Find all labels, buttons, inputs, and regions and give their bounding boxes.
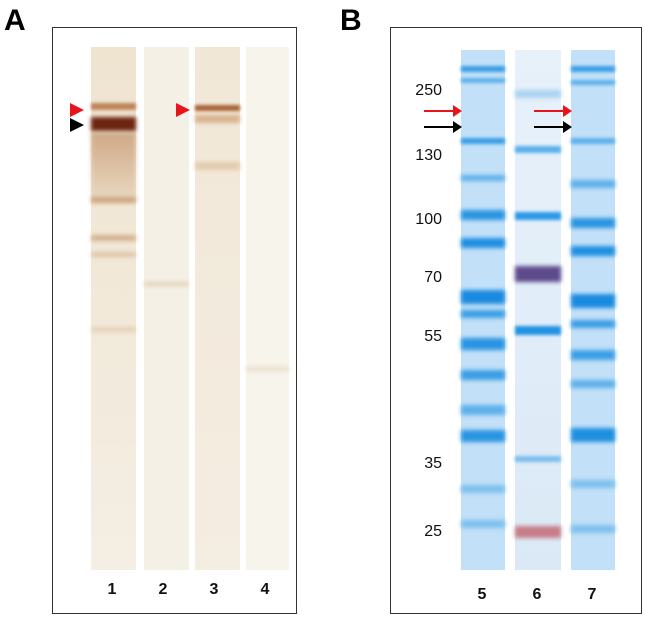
lane-7-band-9 (571, 350, 615, 360)
lane-number-3: 3 (199, 581, 229, 599)
lane-6-band-130 (515, 146, 561, 153)
lane-7-band-12 (571, 480, 615, 488)
mw-label-130: 130 (396, 147, 442, 165)
lane-7-band-10 (571, 380, 615, 388)
lane-7-band-4 (571, 180, 615, 188)
lane-3-band-lower (195, 115, 240, 123)
lane-3-band-upper (195, 105, 240, 111)
lane-5-band-7 (461, 290, 505, 304)
lane-5-band-1 (461, 66, 505, 72)
red-triangle-marker-lane-3 (176, 103, 190, 117)
red-arrow-lane-5 (424, 110, 460, 112)
lane-number-7: 7 (577, 586, 607, 604)
mw-label-25: 25 (396, 523, 442, 541)
lane-7-band-6 (571, 246, 615, 256)
lane-5-band-13 (461, 485, 505, 493)
lane-6-band-70 (515, 266, 561, 282)
lane-5-band-10 (461, 370, 505, 380)
lane-7-band-8 (571, 320, 615, 328)
lane-5-band-4 (461, 175, 505, 181)
lane-1-band-smear (91, 133, 136, 203)
lane-1-band-3 (91, 197, 136, 203)
lane-5-band-6 (461, 238, 505, 248)
lane-4-band-1 (246, 367, 289, 371)
lane-7-band-7 (571, 294, 615, 308)
lane-4-strip (246, 47, 289, 570)
lane-5-band-9 (461, 338, 505, 350)
panel-a-label: A (4, 6, 26, 36)
lane-7-band-3 (571, 138, 615, 144)
lane-5-band-3 (461, 138, 505, 144)
mw-label-250: 250 (396, 82, 442, 100)
lane-number-4: 4 (250, 581, 280, 599)
mw-label-35: 35 (396, 455, 442, 473)
lane-6-band-35 (515, 456, 561, 462)
panel-a-frame (52, 27, 297, 614)
lane-7-strip (571, 50, 615, 570)
lane-7-band-13 (571, 525, 615, 533)
mw-label-55: 55 (396, 328, 442, 346)
lane-1-band-6 (91, 327, 136, 332)
lane-2-strip (144, 47, 189, 570)
lane-5-band-8 (461, 310, 505, 318)
lane-6-strip (515, 50, 561, 570)
lane-number-2: 2 (148, 581, 178, 599)
black-arrow-lane-5 (424, 126, 460, 128)
lane-1-band-main (91, 117, 136, 131)
lane-3-strip (195, 47, 240, 570)
lane-7-band-11 (571, 428, 615, 442)
lane-7-band-5 (571, 218, 615, 228)
lane-5-band-14 (461, 520, 505, 528)
lane-5-band-12 (461, 430, 505, 442)
lane-3-band-3 (195, 162, 240, 170)
red-arrow-lane-7 (534, 110, 570, 112)
lane-number-6: 6 (522, 586, 552, 604)
lane-6-band-25 (515, 526, 561, 538)
lane-2-band-1 (144, 282, 189, 286)
lane-6-band-100 (515, 212, 561, 220)
black-triangle-marker-lane-1 (70, 118, 84, 132)
lane-6-band-55 (515, 326, 561, 335)
lane-6-band-250 (515, 90, 561, 98)
panel-b-label: B (340, 6, 362, 36)
lane-5-band-2 (461, 78, 505, 83)
lane-1-strip (91, 47, 136, 570)
lane-7-band-1 (571, 66, 615, 72)
lane-5-band-5 (461, 210, 505, 220)
lane-7-band-2 (571, 80, 615, 85)
mw-label-70: 70 (396, 269, 442, 287)
lane-1-band-5 (91, 252, 136, 257)
black-arrow-lane-7 (534, 126, 570, 128)
red-triangle-marker-lane-1 (70, 103, 84, 117)
lane-number-5: 5 (467, 586, 497, 604)
lane-number-1: 1 (97, 581, 127, 599)
lane-1-band-4 (91, 235, 136, 241)
lane-1-band-upper (91, 103, 136, 110)
mw-label-100: 100 (396, 211, 442, 229)
lane-5-band-11 (461, 405, 505, 415)
lane-5-strip (461, 50, 505, 570)
